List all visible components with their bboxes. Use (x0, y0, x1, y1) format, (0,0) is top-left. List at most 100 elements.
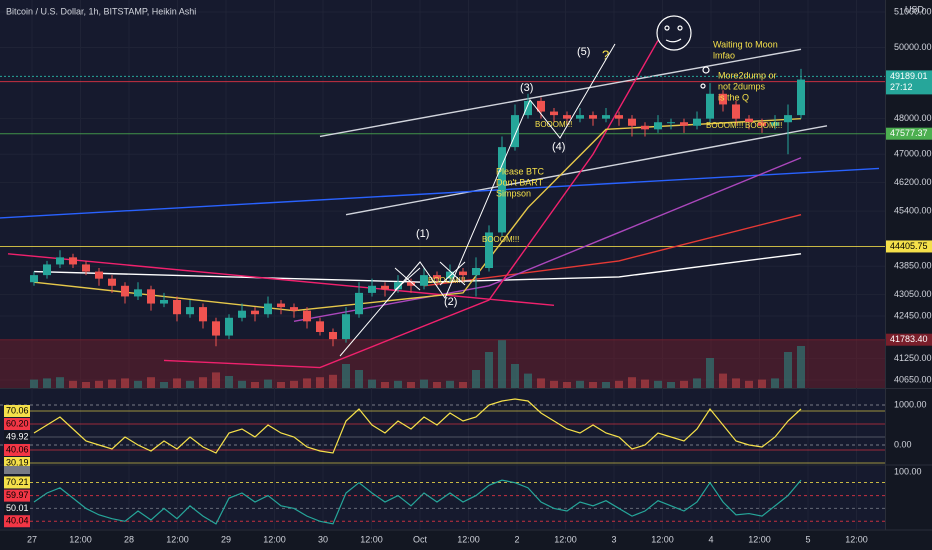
volume-bar (485, 352, 493, 388)
volume-bar (537, 378, 545, 388)
volume-bar (407, 382, 415, 388)
volume-bar (472, 370, 480, 388)
volume-bar (368, 379, 376, 388)
candle-body (394, 282, 402, 290)
zone (0, 339, 885, 388)
main-pane (0, 0, 885, 388)
candle-body (43, 264, 51, 276)
annotation: not 2dumps (718, 81, 766, 91)
candle-body (121, 285, 129, 297)
price-tag (886, 127, 932, 140)
level-label: 59.97 (6, 490, 29, 500)
annotation: lmfao (713, 50, 735, 60)
volume-bar (771, 378, 779, 388)
candle-body (264, 303, 272, 315)
candle-body (511, 115, 519, 148)
y-tick-label: 41250.00 (894, 353, 932, 363)
volume-bar (277, 382, 285, 388)
level-label: 30.19 (6, 457, 29, 467)
level-label: 50.01 (6, 503, 29, 513)
chart-title: Bitcoin / U.S. Dollar, 1h, BITSTAMP, Hei… (6, 6, 196, 16)
level-tag (4, 489, 30, 502)
volume-bar (459, 382, 467, 388)
candle-body (69, 257, 77, 265)
volume-bar (43, 378, 51, 388)
y-tick-label: 40650.00 (894, 374, 932, 384)
volume-bar (160, 382, 168, 388)
candle-body (290, 307, 298, 311)
countdown: 27:12 (890, 82, 913, 92)
candle-body (95, 271, 103, 279)
level-tag (4, 405, 30, 417)
y-tick-label: 50000.00 (894, 42, 932, 52)
currency: USD (905, 4, 925, 14)
candle-body (173, 300, 181, 315)
y-tick-label: 0.00 (894, 439, 912, 449)
overlay-line (0, 167, 880, 219)
candle-body (771, 122, 779, 126)
x-tick-label: 28 (124, 534, 134, 544)
annotation: is the Q (718, 92, 749, 102)
annotation: Don't BART (496, 177, 544, 187)
annotation: ? (602, 47, 609, 62)
oscillator-pane (0, 389, 885, 464)
x-tick-label: 29 (221, 534, 231, 544)
oscillator-line (33, 479, 802, 525)
candle-body (628, 118, 636, 126)
candle-body (277, 303, 285, 308)
volume-bar (225, 376, 233, 388)
volume-bar (758, 379, 766, 388)
level-label: 49.92 (6, 431, 29, 441)
volume-bar (394, 380, 402, 388)
level-label: 40.04 (6, 516, 29, 526)
volume-bar (355, 370, 363, 388)
volume-bar (342, 364, 350, 388)
volume-bar (615, 380, 623, 388)
x-tick-label: 12:00 (845, 534, 868, 544)
candle-body (251, 310, 259, 315)
wave-label: (4) (552, 141, 565, 153)
y-tick-label: 47000.00 (894, 149, 932, 159)
candle-body (433, 275, 441, 279)
volume-bar (667, 382, 675, 388)
candle-body (368, 285, 376, 293)
x-tick-label: 3 (611, 534, 616, 544)
price-tag (886, 240, 932, 253)
overlay-line (345, 125, 828, 216)
candle-body (459, 271, 467, 276)
candle-body (82, 264, 90, 272)
candle-body (186, 307, 194, 315)
volume-bar (82, 382, 90, 388)
level-tag (4, 515, 30, 528)
volume-bar (186, 380, 194, 388)
candle-body (745, 118, 753, 123)
candle-body (706, 93, 714, 119)
candle-body (485, 232, 493, 268)
candle-body (160, 300, 168, 304)
wave-label: (2) (444, 296, 457, 308)
annotation: BOOOM!!! (482, 235, 519, 244)
candle-body (134, 289, 142, 297)
volume-bar (251, 382, 259, 388)
volume-bar (641, 379, 649, 388)
annotation: BOOOM!!! (745, 121, 782, 130)
volume-bar (381, 382, 389, 388)
price-tag (886, 70, 932, 95)
level-tag (4, 466, 30, 474)
volume-bar (69, 380, 77, 388)
x-tick-label: Oct (413, 534, 428, 544)
candle-body (576, 115, 584, 119)
candle-body (108, 278, 116, 286)
candle-body (381, 285, 389, 290)
price-tag-label: 49189.01 (890, 71, 928, 81)
oscillator-line (33, 398, 802, 454)
candle-body (797, 79, 805, 116)
x-tick-label: 12:00 (457, 534, 480, 544)
overlay-line (163, 40, 659, 369)
x-tick-label: 12:00 (360, 534, 383, 544)
candle-body (472, 268, 480, 276)
annotation: BOOOM!!! (706, 121, 743, 130)
annotation: BOOOM!!! (535, 120, 572, 129)
volume-bar (433, 382, 441, 388)
